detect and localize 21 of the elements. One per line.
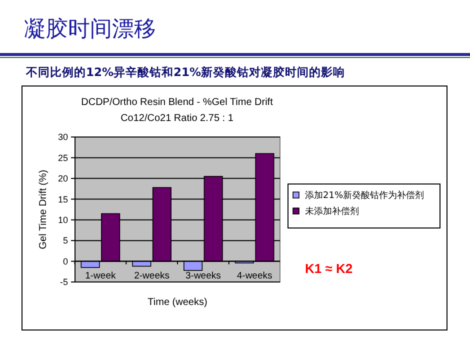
legend-label: 添加21%新癸酸钴作为补偿剂	[305, 190, 424, 201]
y-tick-label: -5	[60, 277, 68, 288]
x-tick-label: 1-week	[85, 270, 116, 282]
x-tick-label: 3-weeks	[186, 270, 222, 282]
legend-label: 未添加补偿剂	[305, 206, 359, 217]
text: DCDP/Ortho Resin Blend - %Gel Time Drift	[81, 97, 274, 108]
x-tick-label: 2-weeks	[134, 270, 170, 282]
text: K1 ≈ K2	[305, 261, 353, 276]
y-tick-label: 10	[58, 215, 68, 226]
y-axis-title: Gel Time Drift (%)	[38, 170, 49, 250]
chart-subtitle: 不同比例的12%异辛酸钴和21%新癸酸钴对凝胶时间的影响	[25, 65, 346, 79]
y-tick-label: 30	[58, 132, 68, 142]
y-tick-label: 0	[62, 256, 68, 266]
y-tick-label: 25	[58, 152, 68, 163]
chart-title: 凝胶时间漂移	[24, 17, 156, 42]
x-tick-label: 4-weeks	[236, 270, 273, 282]
text: Co12/Co21 Ratio 2.75 : 1	[120, 113, 234, 124]
x-axis-title: Time (weeks)	[148, 297, 208, 308]
y-tick-label: 5	[62, 236, 68, 246]
y-tick-label: 20	[58, 174, 68, 184]
y-tick-label: 15	[58, 194, 68, 204]
